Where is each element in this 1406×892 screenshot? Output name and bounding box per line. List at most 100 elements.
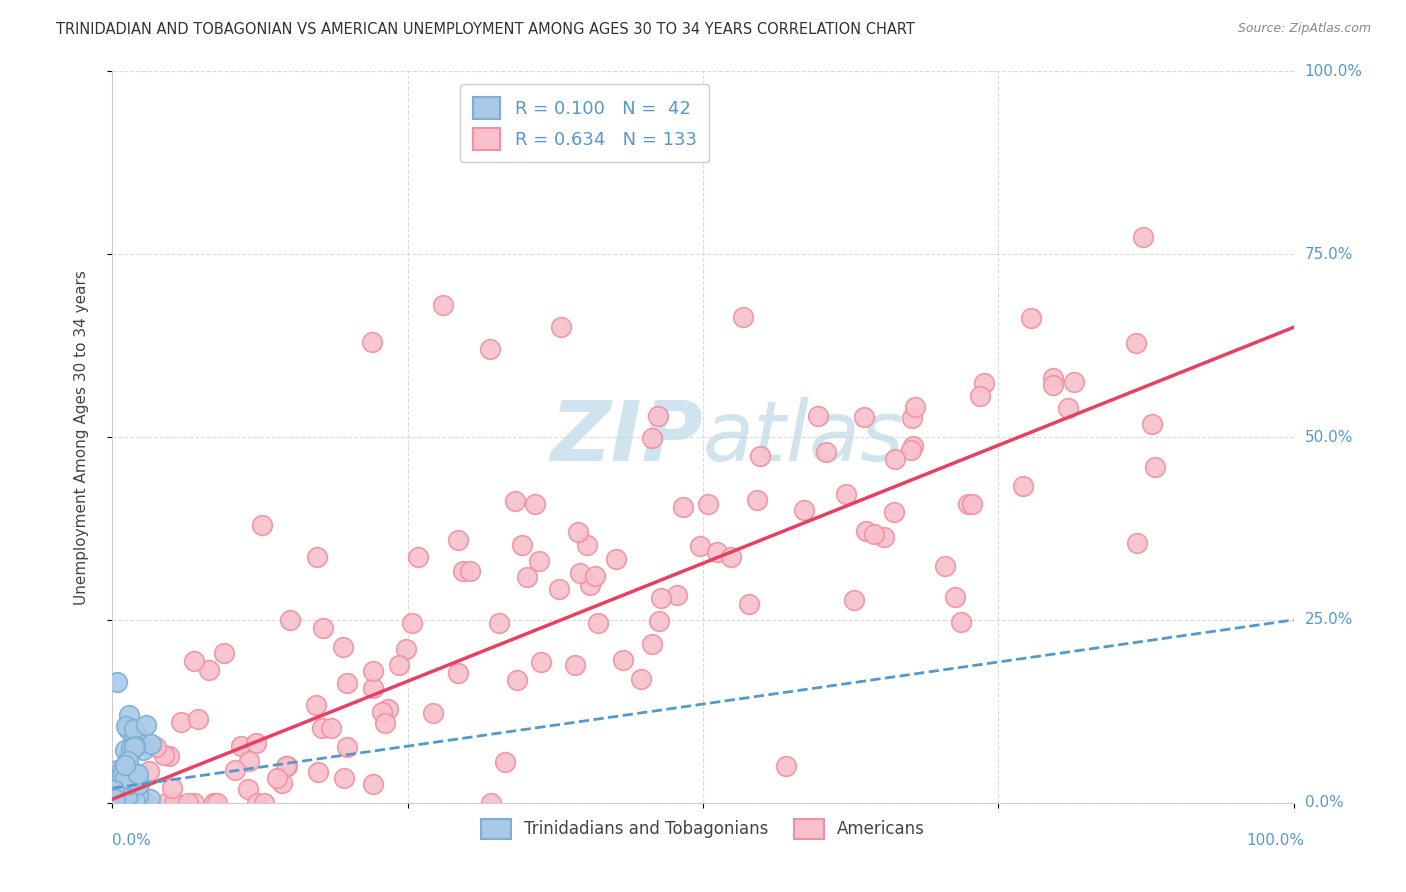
Point <box>253 796 276 810</box>
Point <box>550 320 572 334</box>
Point <box>170 714 193 729</box>
Point <box>943 591 966 605</box>
Point <box>510 538 533 552</box>
Point <box>564 658 586 673</box>
Point <box>842 592 865 607</box>
Point <box>202 796 225 810</box>
Point <box>578 577 600 591</box>
Point <box>666 588 689 602</box>
Point <box>305 698 328 712</box>
Point <box>422 706 444 721</box>
Point <box>883 505 905 519</box>
Point <box>121 741 143 756</box>
Point <box>720 549 742 564</box>
Point <box>152 748 174 763</box>
Point <box>114 796 136 810</box>
Point <box>855 524 877 538</box>
Point <box>163 796 186 810</box>
Point <box>516 570 538 584</box>
Point <box>127 727 149 741</box>
Point <box>884 452 907 467</box>
Point <box>114 772 136 786</box>
Point <box>807 409 830 423</box>
Point <box>934 559 956 574</box>
Point <box>183 796 205 810</box>
Point <box>1057 401 1080 416</box>
Text: 0.0%: 0.0% <box>112 833 152 848</box>
Point <box>138 764 160 779</box>
Point <box>1143 460 1166 475</box>
Point <box>127 788 149 802</box>
Point <box>117 722 139 736</box>
Point <box>111 768 134 782</box>
Point <box>1126 536 1149 550</box>
Point <box>145 739 167 754</box>
Point <box>125 766 148 780</box>
Point <box>128 735 150 749</box>
Point <box>159 748 181 763</box>
Point <box>852 409 875 424</box>
Point <box>586 615 609 630</box>
Point <box>114 770 136 784</box>
Point <box>138 792 160 806</box>
Point <box>793 502 815 516</box>
Point <box>336 739 359 754</box>
Legend: Trinidadians and Tobagonians, Americans: Trinidadians and Tobagonians, Americans <box>474 812 932 846</box>
Point <box>1021 311 1043 326</box>
Point <box>815 445 838 459</box>
Point <box>112 791 135 805</box>
Point <box>388 658 411 673</box>
Point <box>278 614 301 628</box>
Point <box>749 449 772 463</box>
Point <box>311 721 333 735</box>
Point <box>873 530 896 544</box>
Point <box>605 552 627 566</box>
Text: Source: ZipAtlas.com: Source: ZipAtlas.com <box>1237 22 1371 36</box>
Point <box>1125 335 1147 350</box>
Point <box>246 796 269 810</box>
Point <box>117 748 139 763</box>
Point <box>494 755 516 769</box>
Point <box>245 736 267 750</box>
Point <box>155 796 177 810</box>
Point <box>114 719 136 733</box>
Point <box>231 739 253 753</box>
Point <box>612 653 634 667</box>
Point <box>1042 377 1064 392</box>
Point <box>118 767 141 781</box>
Point <box>641 431 664 445</box>
Text: 0.0%: 0.0% <box>1305 796 1343 810</box>
Text: 25.0%: 25.0% <box>1305 613 1353 627</box>
Point <box>124 739 146 753</box>
Text: ZIP: ZIP <box>550 397 703 477</box>
Point <box>447 533 470 547</box>
Point <box>336 675 359 690</box>
Point <box>406 549 429 564</box>
Point <box>904 400 927 414</box>
Point <box>957 497 980 511</box>
Point <box>118 783 141 797</box>
Point <box>333 772 356 786</box>
Point <box>187 712 209 726</box>
Point <box>207 796 229 810</box>
Y-axis label: Unemployment Among Ages 30 to 34 years: Unemployment Among Ages 30 to 34 years <box>75 269 89 605</box>
Point <box>1011 478 1033 492</box>
Point <box>114 758 136 772</box>
Point <box>901 439 924 453</box>
Point <box>395 641 418 656</box>
Point <box>363 681 385 695</box>
Point <box>321 721 343 735</box>
Point <box>120 762 142 776</box>
Point <box>361 334 384 349</box>
Point <box>583 569 606 583</box>
Point <box>124 739 146 754</box>
Point <box>122 722 145 736</box>
Point <box>125 738 148 752</box>
Point <box>115 789 138 804</box>
Point <box>127 767 149 781</box>
Point <box>745 493 768 508</box>
Point <box>176 796 198 810</box>
Point <box>458 564 481 578</box>
Point <box>238 754 260 768</box>
Text: 50.0%: 50.0% <box>1305 430 1353 444</box>
